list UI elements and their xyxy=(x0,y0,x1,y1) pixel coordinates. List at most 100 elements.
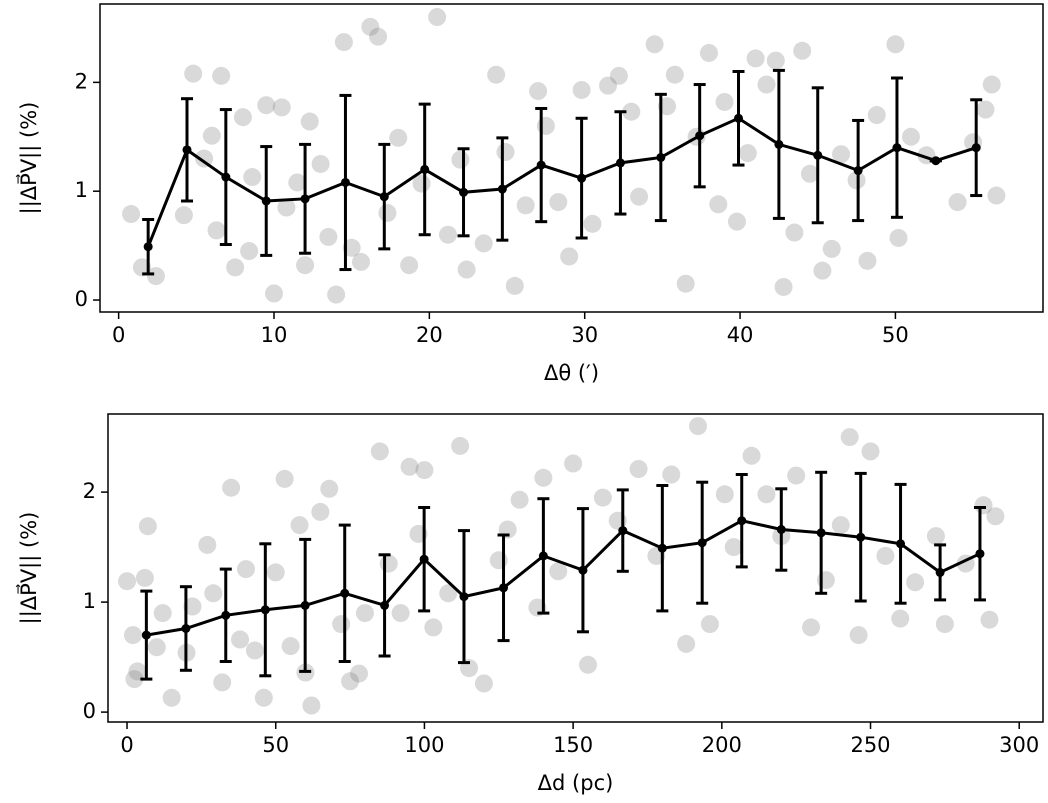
mean-point xyxy=(578,565,588,575)
x-tick-label: 300 xyxy=(999,733,1039,757)
mean-point xyxy=(695,131,705,141)
scatter-point xyxy=(389,128,408,147)
scatter-point xyxy=(599,76,618,95)
scatter-point xyxy=(505,276,524,295)
scatter-point xyxy=(451,150,470,169)
scatter-point xyxy=(202,126,221,145)
mean-point xyxy=(538,551,548,561)
scatter-point xyxy=(183,597,202,616)
mean-point xyxy=(143,242,153,252)
scatter-point xyxy=(439,584,458,603)
scatter-point xyxy=(987,186,1006,205)
scatter-point xyxy=(320,479,339,498)
scatter-point xyxy=(496,143,515,162)
scatter-point xyxy=(715,485,734,504)
scatter-point xyxy=(132,258,151,277)
mean-point xyxy=(459,187,469,197)
scatter-point xyxy=(281,637,300,656)
scatter-point xyxy=(847,171,866,190)
scatter-point xyxy=(510,490,529,509)
scatter-point xyxy=(311,154,330,173)
scatter-point xyxy=(699,43,718,62)
scatter-point xyxy=(948,193,967,212)
x-tick-label: 50 xyxy=(262,733,289,757)
y-tick-label: 0 xyxy=(75,287,88,311)
mean-point xyxy=(261,196,271,206)
mean-point xyxy=(420,164,430,174)
mean-point xyxy=(221,610,231,620)
x-tick-label: 20 xyxy=(416,323,443,347)
scatter-point xyxy=(886,35,905,54)
scatter-point xyxy=(583,214,602,233)
mean-point xyxy=(577,173,587,183)
scatter-point xyxy=(785,223,804,242)
scatter-point xyxy=(226,258,245,277)
scatter-point xyxy=(457,260,476,279)
scatter-point xyxy=(757,485,776,504)
scatter-point xyxy=(549,562,568,581)
scatter-point xyxy=(536,116,555,135)
scatter-point xyxy=(849,626,868,645)
scatter-point xyxy=(867,106,886,125)
scatter-point xyxy=(889,228,908,247)
y-tick-label: 0 xyxy=(83,699,96,723)
scatter-point xyxy=(800,164,819,183)
scatter-point xyxy=(400,457,419,476)
scatter-point xyxy=(236,560,255,579)
scatter-point xyxy=(630,187,649,206)
scatter-point xyxy=(935,615,954,634)
mean-point xyxy=(221,172,231,182)
mean-point xyxy=(379,192,389,202)
mean-point xyxy=(615,158,625,168)
scatter-point xyxy=(926,527,945,546)
scatter-point xyxy=(982,75,1001,94)
mean-point xyxy=(656,152,666,162)
mean-point xyxy=(182,145,192,155)
scatter-point xyxy=(240,242,259,261)
mean-point xyxy=(141,630,151,640)
scatter-point xyxy=(204,584,223,603)
mean-point xyxy=(931,156,941,166)
scatter-point xyxy=(700,615,719,634)
y-axis-label: ||ΔP⃗V|| (%) xyxy=(16,102,42,215)
scatter-point xyxy=(534,468,553,487)
scatter-point xyxy=(428,8,447,27)
scatter-point xyxy=(438,225,457,244)
scatter-point xyxy=(516,196,535,215)
scatter-point xyxy=(174,206,193,225)
mean-point xyxy=(340,177,350,187)
scatter-point xyxy=(609,66,628,85)
scatter-point xyxy=(901,127,920,146)
x-tick-label: 30 xyxy=(571,323,598,347)
scatter-point xyxy=(715,92,734,111)
scatter-point xyxy=(822,239,841,258)
x-tick-label: 10 xyxy=(261,323,288,347)
scatter-point xyxy=(593,488,612,507)
scatter-point xyxy=(162,688,181,707)
scatter-point xyxy=(451,436,470,455)
scatter-point xyxy=(689,417,708,436)
scatter-point xyxy=(529,82,548,101)
scatter-point xyxy=(986,507,1005,526)
y-tick-label: 1 xyxy=(83,589,96,613)
scatter-point xyxy=(876,546,895,565)
mean-point xyxy=(776,525,786,534)
scatter-point xyxy=(415,461,434,480)
scatter-point xyxy=(658,97,677,116)
scatter-point xyxy=(858,251,877,270)
scatter-point xyxy=(976,100,995,119)
mean-point xyxy=(536,160,546,170)
axes-frame xyxy=(99,3,1044,313)
scatter-point xyxy=(787,466,806,485)
scatter-point xyxy=(831,516,850,535)
mean-point xyxy=(856,532,866,542)
subplot: 0 10 20 30 40 50 0 1 2 Δθ (′) ||ΔP⃗V|| (%) xyxy=(16,3,1044,385)
x-tick-label: 100 xyxy=(404,733,444,757)
x-tick-label: 200 xyxy=(702,733,742,757)
mean-point xyxy=(380,600,390,610)
mean-point xyxy=(853,166,863,176)
scatter-point xyxy=(266,563,285,582)
mean-point xyxy=(813,150,823,160)
scatter-point xyxy=(302,696,321,715)
mean-point xyxy=(340,588,350,598)
